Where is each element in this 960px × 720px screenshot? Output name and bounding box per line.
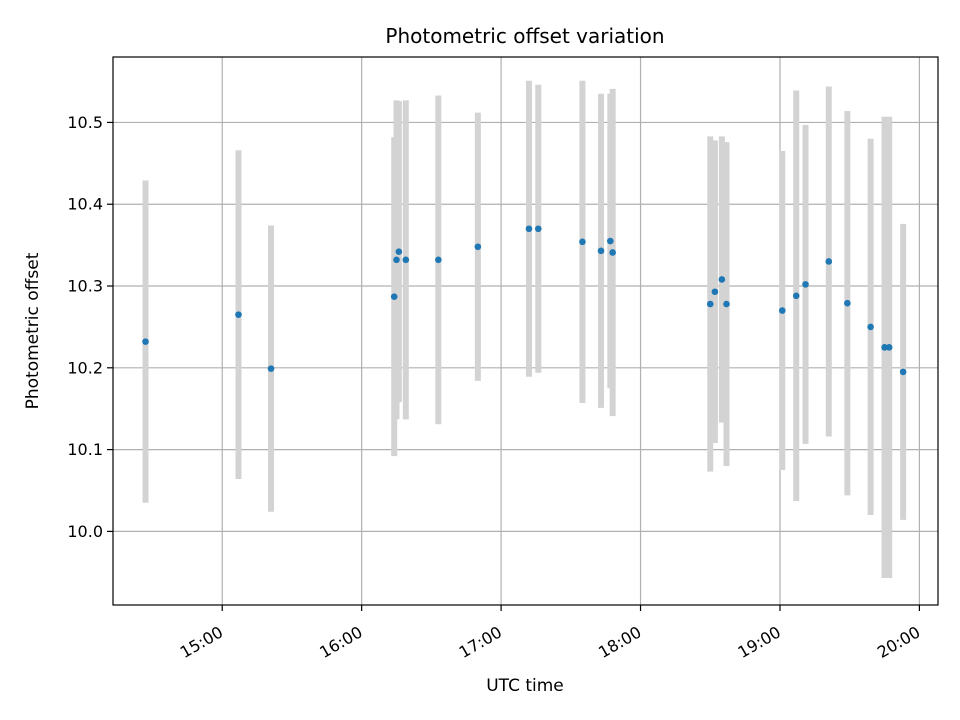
data-point <box>778 307 786 314</box>
data-point <box>402 256 410 264</box>
data-point <box>579 238 586 246</box>
data-point <box>395 248 403 255</box>
data-point <box>235 311 242 318</box>
data-point <box>706 300 714 308</box>
data-point <box>899 368 907 376</box>
data-points <box>142 225 907 376</box>
plot-frame <box>112 56 939 606</box>
y-tick-label: 10.1 <box>67 440 103 459</box>
data-point <box>534 225 542 233</box>
x-axis-label: UTC time <box>486 676 564 696</box>
y-tick-label: 10.2 <box>67 358 103 377</box>
chart-title: Photometric offset variation <box>385 24 664 48</box>
data-point <box>825 258 833 265</box>
plot-area <box>113 57 938 605</box>
data-point <box>711 288 719 296</box>
data-point <box>844 299 851 307</box>
y-tick-label: 10.4 <box>67 195 103 214</box>
data-point <box>718 276 726 283</box>
data-point <box>723 300 730 308</box>
grid <box>113 57 938 605</box>
data-point <box>885 344 893 351</box>
y-tick-label: 10.0 <box>67 522 103 541</box>
data-point <box>525 225 533 233</box>
data-point <box>474 243 482 251</box>
data-point <box>802 281 809 288</box>
y-axis: 10.0 10.1 10.2 10.3 10.4 10.5 <box>67 113 113 541</box>
data-point <box>267 365 275 372</box>
data-point <box>597 247 605 255</box>
data-point <box>867 323 874 331</box>
data-point <box>393 256 400 264</box>
data-point <box>609 249 616 256</box>
data-point <box>435 256 442 264</box>
data-point <box>607 237 614 245</box>
data-point <box>792 292 800 300</box>
data-point <box>390 293 398 300</box>
data-point <box>142 338 149 345</box>
y-axis-label: Photometric offset <box>23 252 43 409</box>
data-point <box>881 344 888 351</box>
y-tick-label: 10.3 <box>67 277 103 296</box>
y-tick-label: 10.5 <box>67 113 103 132</box>
